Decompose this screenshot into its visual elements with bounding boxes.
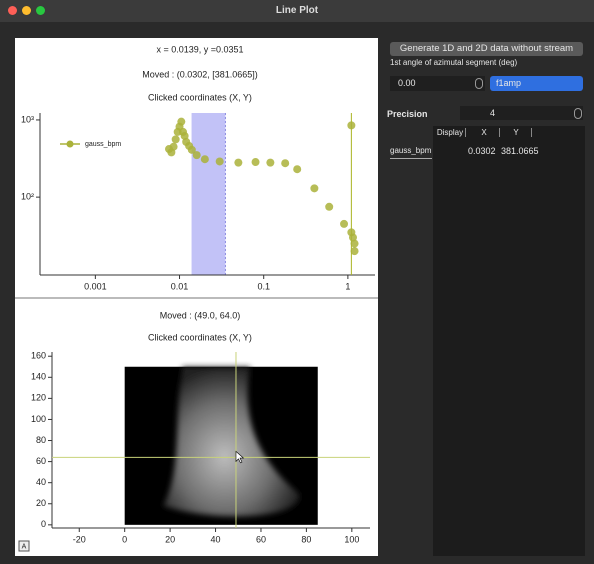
x-tick-label: 1 [345,281,350,291]
data-point [215,157,224,166]
table-body [433,126,585,556]
y-tick-label: 100 [31,414,46,424]
x-tick-label: 40 [211,534,221,544]
mode-select[interactable]: f1amp [490,76,583,91]
legend-label: gauss_bpm [85,141,121,148]
clicked-text: Clicked coordinates (X, Y) [148,332,252,342]
data-point [350,239,359,248]
row-divider [390,158,432,159]
spin-button[interactable] [574,108,582,119]
plot-panel: x = 0.0139, y =0.0351 Moved : (0.0302, [… [15,38,378,556]
data-point [200,155,209,164]
x-tick-label: 0 [122,534,127,544]
table-header: Display [435,128,466,137]
x-tick-label: -20 [73,534,86,544]
close-button[interactable] [8,6,17,15]
status-text: x = 0.0139, y =0.0351 [156,44,243,54]
data-point [347,121,356,130]
table-cell: 0.0302 [468,146,496,156]
precision-label: Precision [387,109,428,119]
y-tick-label: 10³ [21,114,34,124]
y-tick-label: 10² [21,192,34,202]
data-point [281,159,290,168]
data-point [293,165,302,174]
x-tick-label: 0.01 [171,281,189,291]
data-point [169,142,178,151]
y-tick-label: 20 [36,498,46,508]
y-tick-label: 40 [36,477,46,487]
spin-button[interactable] [475,78,483,89]
generate-button[interactable]: Generate 1D and 2D data without stream [390,42,583,56]
x-tick-label: 0.1 [257,281,270,291]
auto-range-button[interactable] [18,540,30,552]
y-tick-label: 160 [31,351,46,361]
x-tick-label: 80 [301,534,311,544]
moved-text: Moved : (0.0302, [381.0665]) [142,69,258,79]
window-title: Line Plot [275,5,319,16]
minimize-button[interactable] [22,6,31,15]
mouse-cursor [235,450,245,464]
table-cell: 381.0665 [501,146,539,156]
selection-region [191,113,226,275]
clicked-text: Clicked coordinates (X, Y) [148,92,252,102]
data-point [348,233,357,242]
data-point [234,158,243,167]
data-point [266,158,275,167]
zoom-button[interactable] [36,6,45,15]
data-point [310,184,319,193]
data-point [251,158,260,167]
control-panel: Generate 1D and 2D data without stream 1… [385,38,585,556]
x-tick-label: 20 [165,534,175,544]
data-point [177,117,186,126]
angle-label: 1st angle of azimutal segment (deg) [390,58,518,67]
y-tick-label: 140 [31,372,46,382]
angle-input[interactable]: 0.00 [390,76,485,91]
y-tick-label: 120 [31,393,46,403]
data-point [171,135,180,144]
y-tick-label: 60 [36,456,46,466]
x-tick-label: 100 [344,534,359,544]
data-point [325,202,334,211]
x-tick-label: 60 [256,534,266,544]
data-point [187,145,196,154]
data-point [192,151,201,160]
image-content [163,366,300,517]
row-label: gauss_bpm [390,146,432,155]
y-tick-label: 0 [41,519,46,529]
precision-input[interactable]: 4 [460,106,583,120]
data-point [340,219,349,228]
legend-marker [66,140,74,148]
moved-text: Moved : (49.0, 64.0) [160,310,241,320]
title-bar: Line Plot [0,0,594,22]
table-header: Y [501,128,532,137]
y-tick-label: 80 [36,435,46,445]
x-tick-label: 0.001 [84,281,107,291]
auto-range-label[interactable]: A [22,543,27,550]
data-point [350,247,359,256]
table-header: X [469,128,500,137]
